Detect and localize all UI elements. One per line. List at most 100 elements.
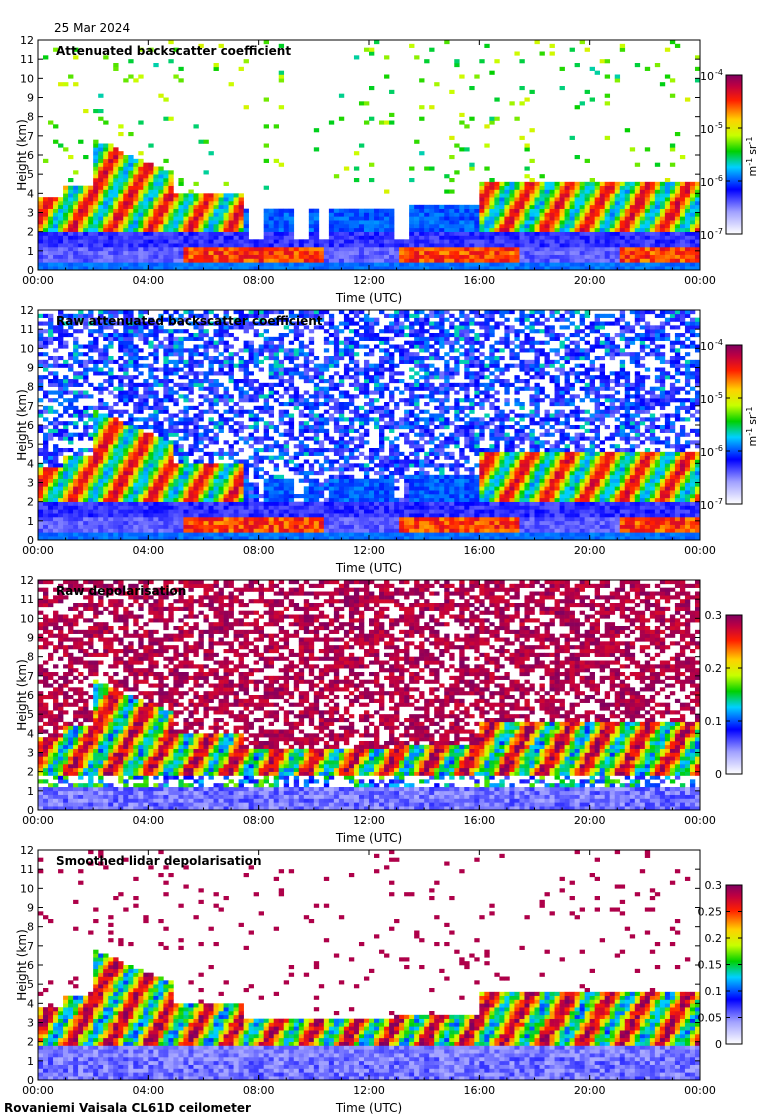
heatmap-cell bbox=[308, 208, 315, 213]
heatmap-cell bbox=[43, 158, 49, 163]
heatmap-cell bbox=[328, 235, 335, 240]
heatmap-cell bbox=[479, 243, 485, 248]
heatmap-cell bbox=[73, 520, 79, 525]
heatmap-cell bbox=[369, 247, 375, 252]
heatmap-cell bbox=[148, 344, 154, 349]
heatmap-cell bbox=[43, 497, 49, 502]
heatmap-cell bbox=[674, 239, 681, 244]
heatmap-cell bbox=[248, 528, 254, 533]
heatmap-cell bbox=[58, 432, 64, 437]
heatmap-cell bbox=[163, 247, 169, 252]
heatmap-cell bbox=[108, 317, 114, 322]
heatmap-cell bbox=[58, 524, 64, 529]
heatmap-cell bbox=[43, 451, 49, 456]
heatmap-cell bbox=[464, 254, 470, 259]
heatmap-cell bbox=[619, 239, 626, 244]
heatmap-cell bbox=[599, 185, 606, 190]
heatmap-cell bbox=[469, 220, 475, 225]
heatmap-cell bbox=[514, 197, 520, 202]
heatmap-cell bbox=[539, 208, 545, 213]
heatmap-cell bbox=[198, 216, 204, 221]
heatmap-cell bbox=[243, 520, 249, 525]
heatmap-cell bbox=[198, 513, 204, 518]
heatmap-cell bbox=[338, 93, 345, 98]
heatmap-cell bbox=[98, 359, 104, 364]
heatmap-cell bbox=[113, 227, 119, 232]
heatmap-cell bbox=[198, 471, 204, 476]
heatmap-cell bbox=[158, 455, 164, 460]
heatmap-cell bbox=[83, 505, 89, 510]
heatmap-cell bbox=[424, 239, 430, 244]
heatmap-cell bbox=[624, 247, 631, 252]
heatmap-cell bbox=[58, 386, 64, 391]
heatmap-cell bbox=[278, 266, 285, 271]
heatmap-cell bbox=[163, 363, 169, 368]
heatmap-cell bbox=[509, 204, 515, 209]
heatmap-cell bbox=[479, 212, 485, 217]
heatmap-cell bbox=[198, 386, 204, 391]
heatmap-cell bbox=[93, 440, 99, 445]
heatmap-cell bbox=[123, 451, 129, 456]
heatmap-cell bbox=[213, 436, 219, 441]
heatmap-cell bbox=[53, 379, 59, 384]
heatmap-cell bbox=[263, 185, 269, 190]
heatmap-cell bbox=[68, 231, 74, 236]
heatmap-cell bbox=[649, 185, 656, 190]
heatmap-cell bbox=[323, 258, 330, 263]
heatmap-cell bbox=[138, 402, 144, 407]
heatmap-cell bbox=[233, 451, 239, 456]
heatmap-cell bbox=[138, 532, 144, 537]
heatmap-cell bbox=[193, 224, 199, 229]
heatmap-cell bbox=[629, 147, 636, 152]
heatmap-cell bbox=[424, 231, 430, 236]
heatmap-cell bbox=[63, 513, 69, 518]
heatmap-cell bbox=[38, 262, 44, 267]
heatmap-cell bbox=[238, 325, 244, 330]
heatmap-cell bbox=[123, 336, 129, 341]
heatmap-cell bbox=[103, 254, 109, 259]
heatmap-cell bbox=[158, 262, 164, 267]
heatmap-cell bbox=[434, 258, 440, 263]
heatmap-cell bbox=[123, 501, 129, 506]
heatmap-cell bbox=[669, 143, 676, 148]
heatmap-cell bbox=[374, 231, 380, 236]
heatmap-cell bbox=[88, 405, 94, 410]
heatmap-cell bbox=[579, 193, 585, 198]
heatmap-cell bbox=[459, 227, 465, 232]
heatmap-cell bbox=[103, 494, 109, 499]
heatmap-cell bbox=[88, 425, 94, 430]
heatmap-cell bbox=[58, 197, 64, 202]
heatmap-cell bbox=[123, 204, 129, 209]
heatmap-cell bbox=[168, 243, 174, 248]
heatmap-cell bbox=[263, 266, 269, 271]
heatmap-cell bbox=[198, 262, 204, 267]
heatmap-cell bbox=[494, 266, 500, 271]
heatmap-cell bbox=[479, 181, 485, 186]
heatmap-cell bbox=[604, 181, 611, 186]
heatmap-cell bbox=[404, 243, 410, 248]
heatmap-cell bbox=[108, 390, 114, 395]
heatmap-cell bbox=[73, 47, 79, 52]
heatmap-cell bbox=[183, 513, 189, 518]
heatmap-cell bbox=[138, 528, 144, 533]
heatmap-cell bbox=[78, 329, 84, 334]
heatmap-cell bbox=[178, 313, 184, 318]
heatmap-cell bbox=[318, 247, 325, 252]
heatmap-cell bbox=[113, 517, 119, 522]
heatmap-cell bbox=[163, 417, 169, 422]
heatmap-cell bbox=[399, 266, 405, 271]
heatmap-cell bbox=[73, 513, 79, 518]
heatmap-cell bbox=[559, 258, 565, 263]
heatmap-cell bbox=[379, 258, 385, 263]
heatmap-cell bbox=[203, 310, 209, 315]
heatmap-cell bbox=[63, 471, 69, 476]
heatmap-cell bbox=[148, 532, 154, 537]
heatmap-cell bbox=[73, 243, 79, 248]
heatmap-cell bbox=[68, 352, 74, 357]
heatmap-cell bbox=[173, 47, 179, 52]
heatmap-cell bbox=[188, 382, 194, 387]
heatmap-cell bbox=[138, 497, 144, 502]
heatmap-cell bbox=[629, 216, 636, 221]
heatmap-cell bbox=[614, 220, 621, 225]
heatmap-cell bbox=[118, 520, 124, 525]
